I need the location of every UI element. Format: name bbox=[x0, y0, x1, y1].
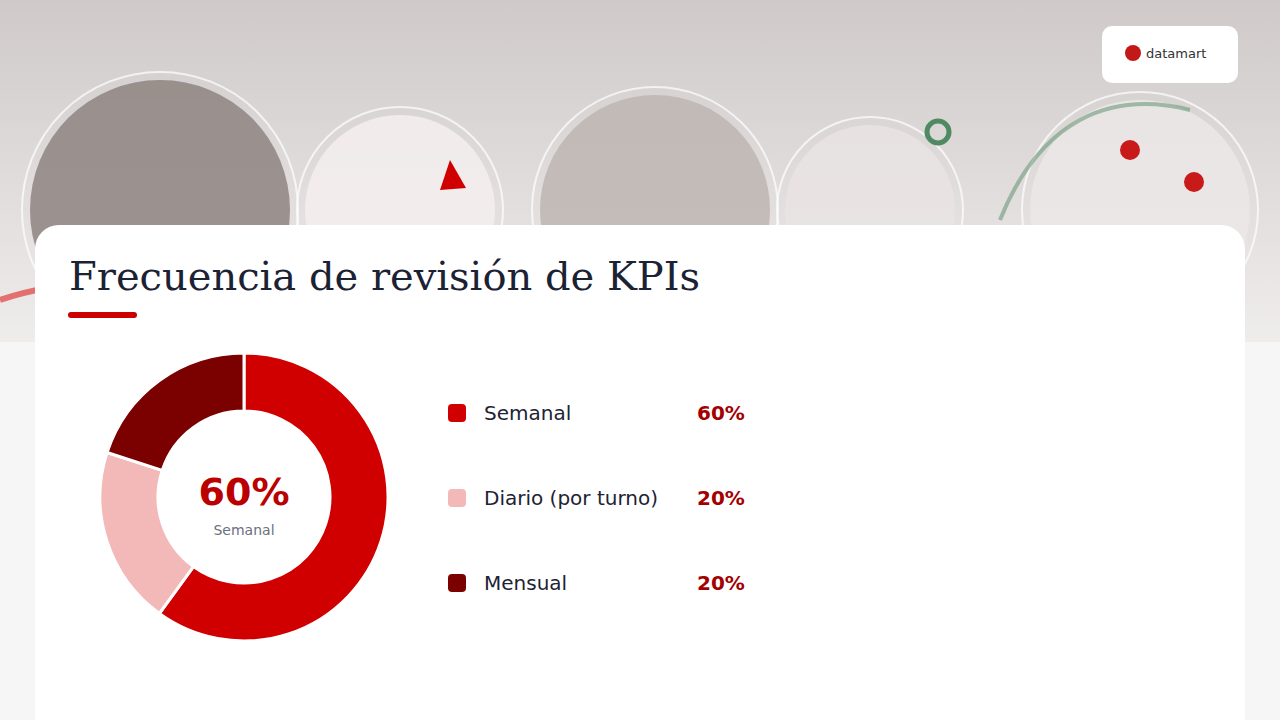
legend-label: Diario (por turno) bbox=[484, 486, 658, 510]
logo-mark bbox=[1125, 45, 1141, 61]
slice bbox=[100, 453, 193, 614]
legend-swatch bbox=[448, 489, 466, 507]
title-underline bbox=[68, 312, 137, 318]
logo-box bbox=[1102, 26, 1238, 83]
center-value: 60% bbox=[199, 470, 290, 514]
legend-value: 60% bbox=[697, 401, 745, 425]
legend-swatch bbox=[448, 404, 466, 422]
logo-text: datamart bbox=[1146, 46, 1206, 61]
legend-entry: Mensual 20% bbox=[448, 571, 745, 595]
center-text: Semanal bbox=[213, 522, 274, 538]
banner-arrow bbox=[440, 160, 466, 190]
legend-entry: Semanal 60% bbox=[448, 401, 745, 425]
banner-dot bbox=[927, 121, 949, 143]
legend-label: Mensual bbox=[484, 571, 567, 595]
donut bbox=[100, 353, 388, 641]
map-pin bbox=[1120, 140, 1140, 160]
legend-value: 20% bbox=[697, 486, 745, 510]
legend-value: 20% bbox=[697, 571, 745, 595]
title: Frecuencia de revisión de KPIs bbox=[69, 253, 700, 299]
legend-swatch bbox=[448, 574, 466, 592]
banner-arc bbox=[1000, 104, 1190, 220]
slice bbox=[107, 353, 244, 470]
legend-entry: Diario (por turno) 20% bbox=[448, 486, 745, 510]
legend-label: Semanal bbox=[484, 401, 571, 425]
map-pin bbox=[1184, 172, 1204, 192]
canvas: datamart Frecuencia de revisión de KPIs 60… bbox=[0, 0, 1280, 720]
card bbox=[35, 225, 1245, 720]
